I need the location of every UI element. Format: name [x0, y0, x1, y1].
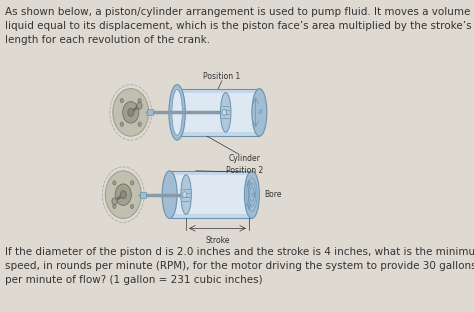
Circle shape [105, 171, 141, 218]
Circle shape [113, 204, 116, 209]
Circle shape [130, 204, 134, 209]
Ellipse shape [220, 93, 231, 132]
Ellipse shape [172, 90, 182, 135]
Ellipse shape [252, 89, 267, 136]
Circle shape [113, 181, 116, 185]
Circle shape [137, 102, 142, 109]
Circle shape [130, 181, 134, 185]
Text: Position 1: Position 1 [203, 72, 241, 81]
Circle shape [113, 89, 149, 136]
Circle shape [120, 122, 124, 126]
Text: As shown below, a piston/cylinder arrangement is used to pump fluid. It moves a : As shown below, a piston/cylinder arrang… [5, 7, 474, 45]
Bar [170, 171, 252, 218]
Ellipse shape [181, 175, 191, 214]
Circle shape [138, 122, 141, 126]
Circle shape [120, 99, 124, 103]
Text: If the diameter of the piston d is 2.0 inches and the stroke is 4 inches, what i: If the diameter of the piston d is 2.0 i… [5, 247, 474, 285]
Text: Cylinder: Cylinder [228, 154, 260, 163]
Circle shape [115, 184, 131, 205]
Text: Stroke: Stroke [205, 236, 230, 245]
Bar [179, 93, 258, 132]
Bar [177, 89, 259, 136]
Ellipse shape [245, 171, 259, 218]
Circle shape [138, 99, 141, 103]
Text: Position 2: Position 2 [226, 166, 263, 175]
Bar [140, 192, 146, 197]
Circle shape [123, 102, 139, 123]
Circle shape [112, 198, 117, 205]
Circle shape [182, 192, 187, 197]
Ellipse shape [162, 171, 177, 218]
Circle shape [222, 110, 227, 115]
Bar [147, 110, 153, 115]
Bar [171, 175, 250, 214]
Ellipse shape [169, 85, 185, 140]
Text: d: d [250, 192, 255, 198]
Circle shape [128, 109, 134, 116]
Text: d: d [258, 110, 262, 115]
Circle shape [120, 191, 126, 199]
Text: Bore: Bore [264, 190, 282, 199]
